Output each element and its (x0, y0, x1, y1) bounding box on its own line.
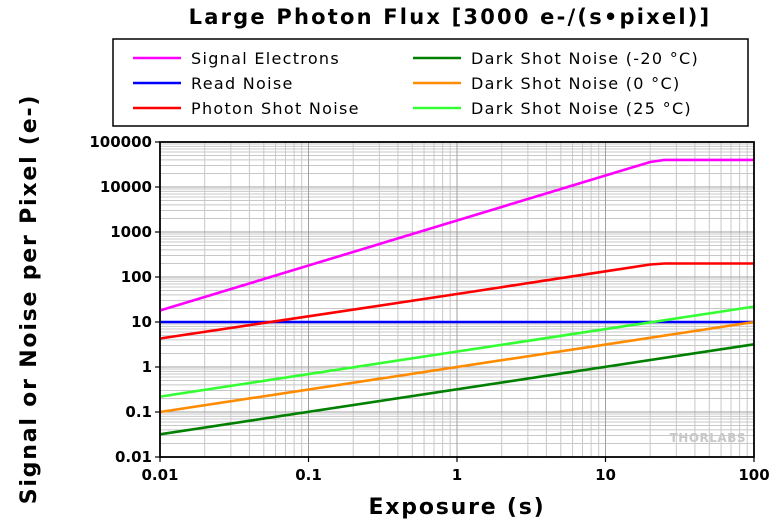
legend-label: Dark Shot Noise (-20 °C) (471, 49, 699, 68)
series-line (159, 343, 755, 436)
series-line (159, 158, 754, 312)
y-axis-ticks: 0.01 0.1 1 10 100 1000 10000 100000 (89, 133, 160, 466)
series-line (159, 320, 755, 414)
x-tick-label: 0.1 (295, 466, 322, 484)
y-tick-label: 0.1 (125, 403, 152, 421)
legend-label: Dark Shot Noise (0 °C) (471, 74, 681, 93)
thorlabs-watermark: THORLABS (670, 431, 746, 445)
legend: Signal Electrons Read Noise Photon Shot No… (112, 38, 749, 127)
x-axis-title: Exposure (s) (368, 495, 545, 520)
plot-area (159, 141, 755, 458)
x-tick-label: 10 (595, 466, 616, 484)
x-tick-label: 0.01 (141, 466, 178, 484)
series-line (159, 262, 754, 340)
y-tick-label: 10000 (100, 178, 152, 196)
legend-label: Signal Electrons (191, 49, 340, 68)
y-tick-label: 100 (121, 268, 152, 286)
y-axis-title: Signal or Noise per Pixel (e-) (17, 94, 42, 505)
series-lines (159, 158, 755, 436)
y-tick-label: 1 (142, 358, 152, 376)
legend-label: Read Noise (191, 74, 294, 93)
series-line (159, 305, 755, 398)
x-tick-label: 1 (452, 466, 462, 484)
legend-label: Dark Shot Noise (25 °C) (471, 99, 692, 118)
x-tick-label: 100 (738, 466, 769, 484)
legend-label: Photon Shot Noise (191, 99, 360, 118)
chart-title: Large Photon Flux [3000 e-/(s•pixel)] (189, 5, 712, 29)
legend-items: Signal Electrons Read Noise Photon Shot No… (133, 49, 699, 118)
y-tick-label: 1000 (110, 223, 152, 241)
x-axis-ticks: 0.01 0.1 1 10 100 (141, 457, 770, 484)
y-tick-label: 100000 (89, 133, 152, 151)
y-tick-label: 0.01 (115, 448, 152, 466)
y-tick-label: 10 (131, 313, 152, 331)
